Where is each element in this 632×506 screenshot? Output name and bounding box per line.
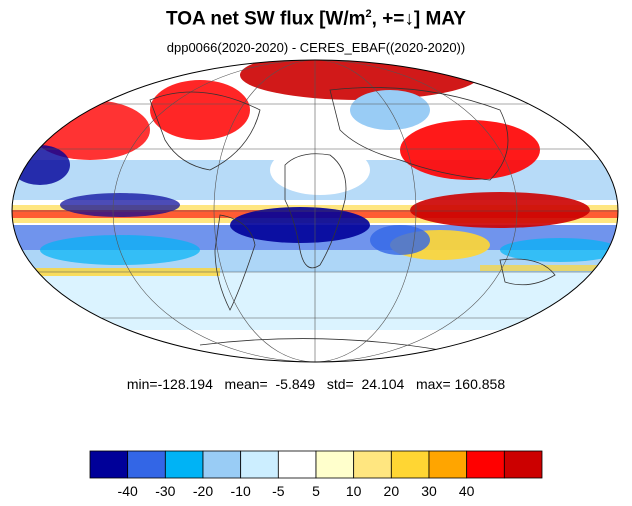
colorbar-box-2 (164, 450, 204, 479)
colorbar-tick-label: 30 (421, 483, 437, 499)
colorbar-tick-label: 20 (384, 483, 400, 499)
map-title: TOA net SW flux [W/m2, +=↓] MAY (166, 8, 466, 30)
colorbar-box-8 (390, 450, 430, 479)
colorbar-tick-label: 5 (312, 483, 320, 499)
colorbar-tick-label: 40 (459, 483, 475, 499)
colorbar-tick-label: -40 (118, 483, 138, 499)
colorbar-tick-label: -30 (155, 483, 175, 499)
colorbar-box-6 (315, 450, 355, 479)
colorbar-tick-label: -5 (272, 483, 285, 499)
colorbar-tick-label: 10 (346, 483, 362, 499)
stats-line: min=-128.194 mean= -5.849 std= 24.104 ma… (126, 376, 506, 392)
colorbar-box-11 (503, 450, 543, 479)
colorbar-box-1 (127, 450, 166, 479)
colorbar-box-4 (240, 450, 279, 479)
colorbar-box-0 (89, 450, 129, 479)
colorbar-box-3 (202, 450, 242, 479)
graticule (12, 60, 618, 362)
colorbar-box-9 (428, 450, 468, 479)
colorbar-tick-label: -20 (193, 483, 213, 499)
colorbar-box-5 (277, 450, 317, 479)
map-border (11, 59, 619, 363)
mollweide-map (11, 59, 619, 363)
coastlines (149, 87, 556, 351)
colorbar-box-10 (466, 450, 505, 479)
flux-field (12, 60, 618, 362)
colorbar-tick-label: -10 (231, 483, 251, 499)
colorbar-box-7 (353, 450, 392, 479)
map-subtitle: dpp0066(2020-2020) - CERES_EBAF((2020-20… (166, 40, 466, 55)
